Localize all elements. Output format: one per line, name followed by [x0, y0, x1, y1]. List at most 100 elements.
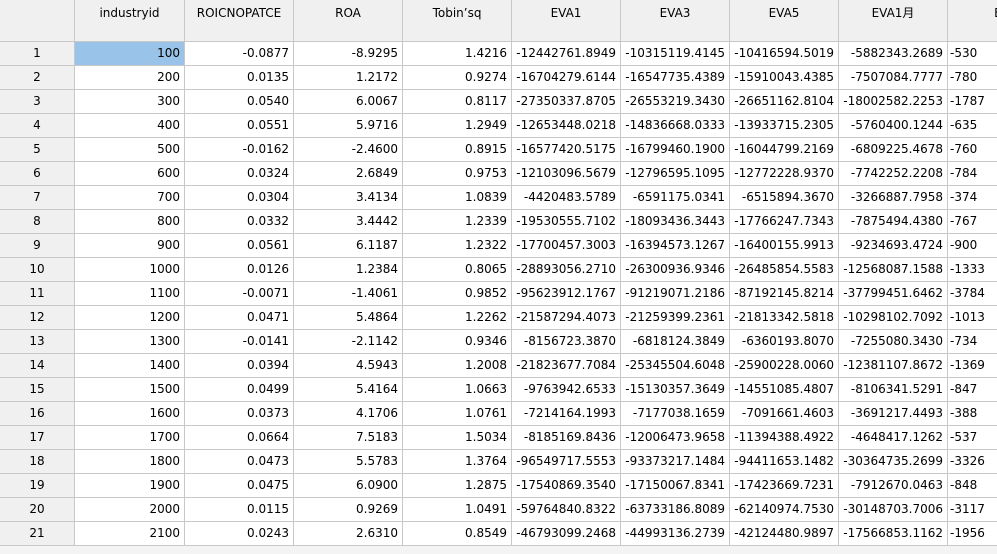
- data-cell[interactable]: 7.5183: [294, 426, 403, 450]
- data-cell[interactable]: -388: [948, 402, 997, 426]
- data-cell[interactable]: 0.0332: [185, 210, 294, 234]
- data-cell[interactable]: -11394388.4922: [730, 426, 839, 450]
- data-cell[interactable]: -1333: [948, 258, 997, 282]
- data-cell[interactable]: -374: [948, 186, 997, 210]
- data-cell[interactable]: -18093436.3443: [621, 210, 730, 234]
- data-cell[interactable]: 4.5943: [294, 354, 403, 378]
- data-cell[interactable]: 1.2339: [403, 210, 512, 234]
- row-number[interactable]: 14: [0, 354, 75, 378]
- data-cell[interactable]: -12568087.1588: [839, 258, 948, 282]
- data-cell[interactable]: 0.8117: [403, 90, 512, 114]
- row-number[interactable]: 20: [0, 498, 75, 522]
- data-cell[interactable]: 200: [75, 66, 185, 90]
- column-header[interactable]: EVA1: [512, 0, 621, 42]
- row-number[interactable]: 17: [0, 426, 75, 450]
- data-cell[interactable]: 0.0561: [185, 234, 294, 258]
- column-header[interactable]: Tobin’sq: [403, 0, 512, 42]
- data-cell[interactable]: 1.2262: [403, 306, 512, 330]
- column-header[interactable]: ROICNOPATCE: [185, 0, 294, 42]
- data-cell[interactable]: -7214164.1993: [512, 402, 621, 426]
- data-cell[interactable]: -5882343.2689: [839, 42, 948, 66]
- data-cell[interactable]: -6818124.3849: [621, 330, 730, 354]
- data-cell[interactable]: 0.0499: [185, 378, 294, 402]
- data-cell[interactable]: -7875494.4380: [839, 210, 948, 234]
- data-cell[interactable]: 1200: [75, 306, 185, 330]
- row-number[interactable]: 8: [0, 210, 75, 234]
- data-cell[interactable]: -96549717.5553: [512, 450, 621, 474]
- data-cell[interactable]: 0.0324: [185, 162, 294, 186]
- data-cell[interactable]: 700: [75, 186, 185, 210]
- data-cell[interactable]: 0.0475: [185, 474, 294, 498]
- data-cell[interactable]: -8106341.5291: [839, 378, 948, 402]
- data-cell[interactable]: 0.9346: [403, 330, 512, 354]
- row-number[interactable]: 2: [0, 66, 75, 90]
- column-header[interactable]: industryid: [75, 0, 185, 42]
- data-cell[interactable]: -95623912.1767: [512, 282, 621, 306]
- data-cell[interactable]: 1.2322: [403, 234, 512, 258]
- data-cell[interactable]: -25900228.0060: [730, 354, 839, 378]
- row-number[interactable]: 18: [0, 450, 75, 474]
- data-cell[interactable]: -1013: [948, 306, 997, 330]
- data-cell[interactable]: -25345504.6048: [621, 354, 730, 378]
- data-cell[interactable]: 1300: [75, 330, 185, 354]
- row-number[interactable]: 5: [0, 138, 75, 162]
- data-cell[interactable]: 6.1187: [294, 234, 403, 258]
- data-cell[interactable]: -2.1142: [294, 330, 403, 354]
- row-number[interactable]: 7: [0, 186, 75, 210]
- data-cell[interactable]: -780: [948, 66, 997, 90]
- row-number[interactable]: 10: [0, 258, 75, 282]
- data-cell[interactable]: -26300936.9346: [621, 258, 730, 282]
- data-cell[interactable]: -0.0071: [185, 282, 294, 306]
- data-cell[interactable]: -784: [948, 162, 997, 186]
- data-cell[interactable]: -848: [948, 474, 997, 498]
- data-cell[interactable]: -37799451.6462: [839, 282, 948, 306]
- column-header[interactable]: EV: [948, 0, 997, 42]
- column-header[interactable]: ROA: [294, 0, 403, 42]
- data-cell[interactable]: 0.8065: [403, 258, 512, 282]
- data-cell[interactable]: -26553219.3430: [621, 90, 730, 114]
- data-cell[interactable]: 900: [75, 234, 185, 258]
- data-cell[interactable]: -17766247.7343: [730, 210, 839, 234]
- data-cell[interactable]: -12653448.0218: [512, 114, 621, 138]
- data-cell[interactable]: -0.0877: [185, 42, 294, 66]
- data-cell[interactable]: 6.0067: [294, 90, 403, 114]
- data-cell[interactable]: -847: [948, 378, 997, 402]
- data-cell[interactable]: -14551085.4807: [730, 378, 839, 402]
- data-cell[interactable]: -19530555.7102: [512, 210, 621, 234]
- data-cell[interactable]: -62140974.7530: [730, 498, 839, 522]
- data-cell[interactable]: -537: [948, 426, 997, 450]
- data-cell[interactable]: -9234693.4724: [839, 234, 948, 258]
- row-number[interactable]: 21: [0, 522, 75, 546]
- data-cell[interactable]: -21587294.4073: [512, 306, 621, 330]
- data-cell[interactable]: -767: [948, 210, 997, 234]
- data-cell[interactable]: 5.9716: [294, 114, 403, 138]
- data-cell[interactable]: -28893056.2710: [512, 258, 621, 282]
- data-cell[interactable]: -12796595.1095: [621, 162, 730, 186]
- data-cell[interactable]: -21823677.7084: [512, 354, 621, 378]
- data-cell[interactable]: -8185169.8436: [512, 426, 621, 450]
- data-cell[interactable]: -46793099.2468: [512, 522, 621, 546]
- data-cell[interactable]: 0.0126: [185, 258, 294, 282]
- data-cell[interactable]: 1000: [75, 258, 185, 282]
- data-cell[interactable]: 5.5783: [294, 450, 403, 474]
- data-cell[interactable]: 3.4442: [294, 210, 403, 234]
- row-number[interactable]: 1: [0, 42, 75, 66]
- data-cell[interactable]: -21259399.2361: [621, 306, 730, 330]
- data-cell[interactable]: 0.0471: [185, 306, 294, 330]
- data-cell[interactable]: -93373217.1484: [621, 450, 730, 474]
- data-cell[interactable]: -3326: [948, 450, 997, 474]
- data-cell[interactable]: -16704279.6144: [512, 66, 621, 90]
- data-cell[interactable]: -8156723.3870: [512, 330, 621, 354]
- data-cell[interactable]: -0.0162: [185, 138, 294, 162]
- data-cell[interactable]: 0.8915: [403, 138, 512, 162]
- data-cell[interactable]: 1500: [75, 378, 185, 402]
- data-cell[interactable]: -16577420.5175: [512, 138, 621, 162]
- data-cell[interactable]: 0.0135: [185, 66, 294, 90]
- data-cell[interactable]: -7742252.2208: [839, 162, 948, 186]
- data-cell[interactable]: 1.2875: [403, 474, 512, 498]
- data-cell[interactable]: -12772228.9370: [730, 162, 839, 186]
- data-cell[interactable]: 2000: [75, 498, 185, 522]
- data-cell[interactable]: -4420483.5789: [512, 186, 621, 210]
- row-number[interactable]: 9: [0, 234, 75, 258]
- row-number[interactable]: 16: [0, 402, 75, 426]
